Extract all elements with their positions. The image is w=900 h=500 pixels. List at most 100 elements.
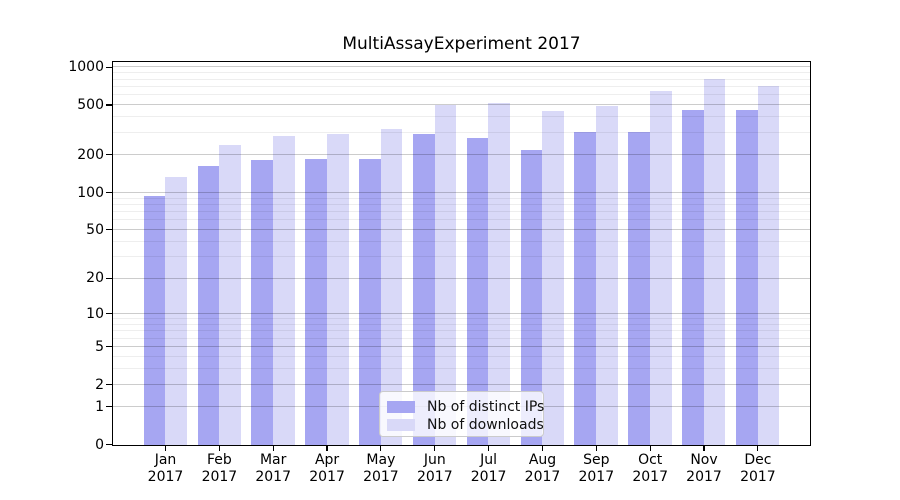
legend-item-downloads: Nb of downloads (387, 416, 544, 433)
x-tick-label-jul: Jul 2017 (459, 452, 519, 486)
legend-item-distinct-ips: Nb of distinct IPs (387, 398, 544, 415)
bar-downloads-jun (434, 105, 457, 445)
x-tick-label-oct: Oct 2017 (620, 452, 680, 486)
gridline-2 (113, 384, 810, 385)
minor-gridline-70 (113, 211, 810, 212)
bar-distinct-ips-nov (682, 109, 704, 445)
x-tick-label-apr: Apr 2017 (297, 452, 357, 486)
y-tick-label-200: 200 (77, 146, 104, 163)
y-tick-5 (106, 346, 112, 348)
x-tick-month: Sep (583, 452, 610, 468)
x-tick-label-aug: Aug 2017 (513, 452, 573, 486)
legend-label-downloads: Nb of downloads (427, 416, 544, 433)
bar-downloads-feb (219, 144, 241, 445)
minor-gridline-700 (113, 85, 810, 87)
x-tick-month: Jul (480, 452, 498, 468)
bar-downloads-jul (488, 103, 511, 445)
x-tick-month: Jun (423, 452, 446, 468)
gridline-20 (113, 277, 810, 279)
x-tick-label-sep: Sep 2017 (566, 452, 626, 486)
y-tick-label-2: 2 (95, 376, 104, 393)
bar-distinct-ips-sep (574, 132, 597, 445)
x-tick-month: Apr (314, 452, 340, 468)
bar-distinct-ips-mar (251, 159, 273, 445)
y-tick-label-0: 0 (95, 436, 104, 453)
x-tick-year: 2017 (632, 469, 668, 485)
bar-downloads-mar (273, 135, 295, 445)
x-tick-year: 2017 (363, 469, 399, 485)
y-tick-10 (106, 313, 112, 315)
x-tick-sep (595, 446, 597, 451)
bar-downloads-apr (326, 134, 349, 445)
legend: Nb of distinct IPs Nb of downloads (379, 391, 544, 437)
minor-gridline-9 (113, 318, 810, 320)
y-tick-2 (106, 384, 112, 386)
bar-downloads-sep (596, 105, 618, 445)
bar-downloads-oct (650, 90, 672, 445)
bar-downloads-dec (757, 85, 780, 445)
bar-downloads-jan (165, 177, 187, 445)
bar-distinct-ips-apr (305, 158, 327, 445)
bars-layer (113, 62, 810, 445)
x-tick-year: 2017 (147, 469, 184, 485)
x-tick-month: Oct (638, 452, 663, 468)
gridline-10 (113, 312, 810, 314)
x-tick-label-mar: Mar 2017 (243, 452, 303, 486)
x-tick-feb (218, 446, 220, 451)
x-tick-jul (488, 446, 490, 451)
x-tick-label-jan: Jan 2017 (136, 452, 196, 486)
bar-distinct-ips-oct (628, 131, 650, 445)
minor-gridline-30 (113, 256, 810, 258)
x-tick-year: 2017 (416, 469, 453, 485)
bar-distinct-ips-dec (735, 109, 758, 445)
y-tick-500 (106, 104, 112, 106)
minor-gridline-90 (113, 197, 810, 199)
minor-gridline-800 (113, 78, 810, 80)
x-tick-month: Dec (744, 452, 772, 468)
y-tick-label-100: 100 (77, 184, 104, 201)
gridline-50 (113, 229, 810, 231)
x-tick-year: 2017 (309, 469, 345, 485)
x-tick-label-nov: Nov 2017 (674, 452, 734, 486)
x-tick-year: 2017 (740, 469, 776, 485)
x-tick-aug (541, 446, 544, 451)
minor-gridline-8 (113, 323, 810, 325)
x-tick-jan (164, 446, 167, 451)
y-tick-label-5: 5 (95, 338, 104, 355)
x-tick-year: 2017 (686, 469, 722, 485)
y-tick-label-10: 10 (86, 305, 104, 322)
x-tick-oct (649, 446, 651, 451)
bar-distinct-ips-aug (520, 149, 543, 445)
gridline-500 (113, 104, 810, 106)
x-tick-mar (272, 446, 274, 451)
y-tick-label-50: 50 (86, 221, 104, 238)
bar-distinct-ips-feb (197, 166, 220, 445)
plot-area: Nb of distinct IPs Nb of downloads (112, 61, 811, 446)
y-tick-label-500: 500 (77, 97, 104, 113)
y-tick-200 (106, 154, 112, 156)
grid-layer (113, 62, 810, 445)
y-tick-label-1: 1 (95, 398, 104, 415)
minor-gridline-3 (113, 368, 810, 370)
x-tick-month: May (366, 452, 396, 468)
x-tick-year: 2017 (201, 469, 238, 485)
legend-swatch-distinct-ips (387, 400, 415, 413)
bar-downloads-aug (542, 111, 564, 445)
minor-gridline-600 (113, 94, 810, 96)
bar-downloads-nov (703, 79, 726, 445)
x-tick-year: 2017 (524, 469, 561, 485)
y-tick-label-1000: 1000 (68, 59, 104, 76)
x-tick-label-jun: Jun 2017 (405, 452, 465, 486)
x-tick-jun (434, 446, 436, 451)
x-tick-label-feb: Feb 2017 (189, 452, 249, 486)
gridline-200 (113, 154, 810, 156)
y-tick-1 (106, 406, 112, 408)
x-tick-nov (703, 446, 705, 451)
y-tick-100 (106, 192, 112, 194)
minor-gridline-40 (113, 241, 810, 242)
x-tick-month: Mar (259, 452, 287, 468)
bar-distinct-ips-may (359, 158, 381, 445)
minor-gridline-6 (113, 337, 810, 339)
minor-gridline-900 (113, 72, 810, 74)
